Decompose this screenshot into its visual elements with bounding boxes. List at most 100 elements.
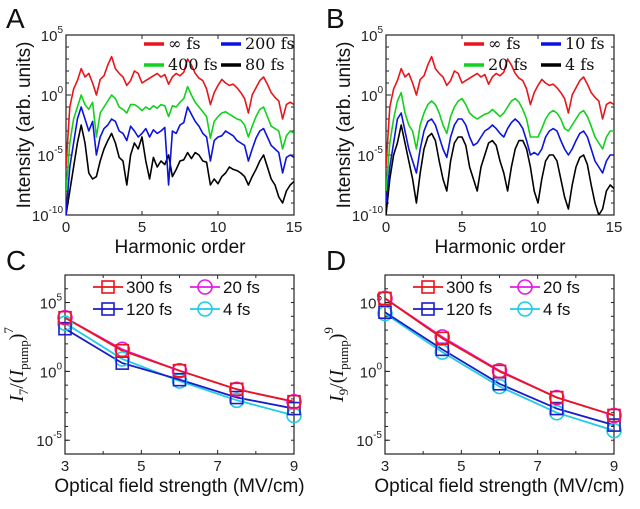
legend-label: 10 fs — [565, 34, 605, 53]
legend-label: 4 fs — [565, 55, 594, 74]
y-tick-exponent: 0 — [57, 85, 63, 96]
y-tick-base: 10 — [40, 296, 57, 313]
y-tick-base: 10 — [352, 208, 369, 225]
x-tick-label: 7 — [213, 458, 221, 475]
series-line-120-fs — [385, 311, 614, 426]
series-line-20-fs — [65, 316, 294, 403]
data-marker-square — [58, 321, 72, 336]
y-tick-label: 100 — [360, 361, 383, 381]
data-marker-square — [549, 401, 564, 416]
data-marker-circle — [171, 362, 188, 379]
y-tick-base: 10 — [36, 433, 53, 450]
data-marker-square — [287, 394, 301, 409]
plot-frame — [385, 34, 615, 216]
series-group — [65, 316, 294, 417]
y-tick-label: 105 — [40, 293, 63, 313]
y-tick-exponent: -10 — [369, 205, 384, 216]
y-tick-exponent: -5 — [374, 145, 383, 156]
y-tick-label: 100 — [361, 85, 384, 105]
y-label-intensity: I — [326, 394, 348, 403]
y-tick-exponent: 5 — [56, 293, 62, 304]
series-line-300-fs — [385, 297, 614, 417]
legend-label: 4 fs — [543, 300, 570, 319]
legend-label: 20 fs — [543, 278, 580, 297]
y-tick-exponent: 5 — [377, 25, 383, 36]
y-label-pump: pump — [336, 340, 351, 370]
data-marker-square — [115, 343, 130, 358]
y-label-slash: /( — [6, 376, 28, 389]
x-tick-label: 5 — [458, 219, 466, 236]
y-tick-label: 10-10 — [32, 205, 64, 225]
series-line-20-fs — [386, 91, 614, 192]
y-tick-base: 10 — [360, 364, 377, 381]
series-line-80-fs — [66, 124, 294, 215]
data-marker-square — [229, 390, 244, 405]
y-tick-base: 10 — [41, 28, 58, 45]
panel-letter: A — [6, 3, 25, 34]
panel-letter: D — [326, 245, 346, 276]
x-tick-label: 0 — [382, 219, 390, 236]
y-tick-base: 10 — [357, 148, 374, 165]
data-marker-square — [492, 364, 507, 379]
x-axis-label: Optical field strength (MV/cm) — [54, 476, 304, 497]
series-group — [386, 55, 614, 215]
y-tick-label: 10-5 — [36, 430, 62, 450]
y-tick-label: 105 — [41, 25, 64, 45]
legend-marker-circle — [197, 279, 213, 295]
series-line-∞-fs — [386, 55, 614, 168]
x-tick-label: 9 — [290, 458, 298, 475]
series-line-10-fs — [386, 112, 614, 204]
y-tick-exponent: 0 — [376, 361, 382, 372]
y-label-paren: ) — [6, 334, 28, 341]
x-tick-label: 3 — [61, 458, 69, 475]
data-marker-circle — [228, 381, 245, 398]
series-line-4-fs — [385, 312, 614, 432]
legend-label: 300 fs — [446, 278, 492, 297]
data-marker-circle — [286, 393, 302, 410]
legend-marker-circle — [517, 279, 533, 295]
y-tick-base: 10 — [41, 88, 58, 105]
series-line-4-fs — [386, 124, 614, 215]
y-tick-base: 10 — [356, 433, 373, 450]
x-tick-label: 10 — [530, 219, 547, 236]
y-label-slash: /( — [326, 376, 348, 389]
series-line-300-fs — [65, 316, 294, 403]
legend: ∞ fs 10 fs 20 fs 4 fs — [464, 34, 605, 74]
y-tick-label: 10-10 — [352, 205, 384, 225]
legend-label: 400 fs — [168, 55, 218, 74]
y-label-power: 9 — [321, 327, 336, 334]
data-marker-square — [287, 401, 301, 416]
data-marker-circle — [548, 404, 565, 421]
data-marker-square — [549, 390, 564, 405]
legend-marker-square — [101, 280, 115, 294]
y-label-paren: ) — [326, 334, 348, 341]
series-line-200-fs — [66, 106, 294, 215]
y-tick-label: 100 — [40, 361, 63, 381]
y-tick-label: 105 — [361, 25, 384, 45]
y-axis-label: I7/(Ipump)7 — [1, 327, 31, 403]
data-marker-circle — [606, 407, 622, 424]
legend-label: 200 fs — [245, 34, 295, 53]
legend-marker-circle — [517, 301, 533, 317]
data-marker-square — [58, 310, 72, 325]
plot-frame — [65, 34, 295, 216]
y-tick-exponent: 0 — [377, 85, 383, 96]
data-marker-circle — [377, 290, 393, 307]
y-label-intensity-pump: I — [6, 369, 28, 378]
data-marker-square — [607, 418, 621, 432]
data-marker-circle — [491, 378, 508, 395]
y-tick-exponent: -10 — [49, 205, 64, 216]
x-tick-label: 5 — [457, 458, 465, 475]
data-marker-square — [607, 408, 621, 423]
data-marker-square — [435, 331, 450, 346]
y-tick-exponent: -5 — [54, 145, 63, 156]
y-label-subscript: 7 — [16, 388, 31, 395]
legend: 300 fs 120 fs 20 fs 4 fs — [413, 278, 580, 319]
legend-label: 120 fs — [126, 300, 172, 319]
panel-letter: C — [6, 245, 26, 276]
legend-label: 120 fs — [446, 300, 492, 319]
series-line-400-fs — [66, 85, 294, 192]
